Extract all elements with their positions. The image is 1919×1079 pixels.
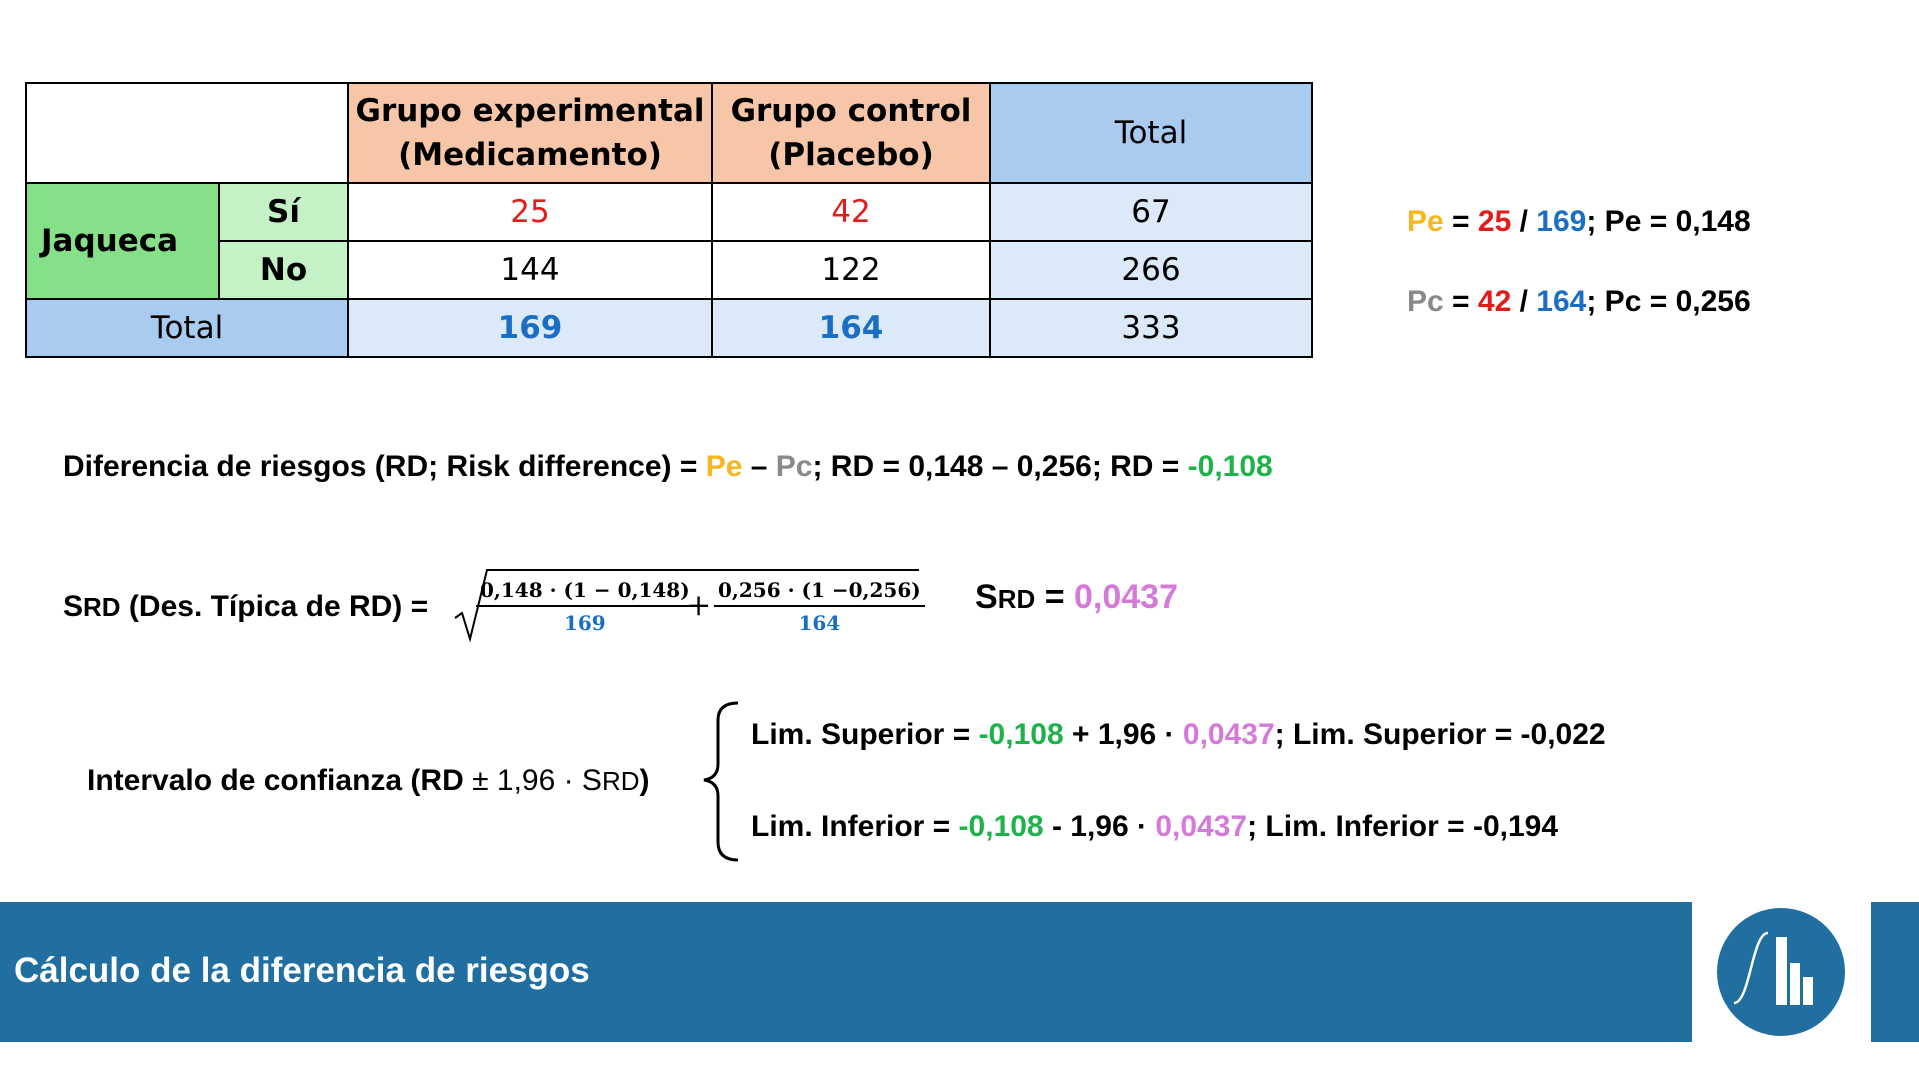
frac2-numerator: 0,256 · (1 −0,256) [718,578,921,602]
footer-bar: Cálculo de la diferencia de riesgos [0,902,1692,1042]
frac1-denominator: 169 [563,611,606,635]
cell-si-control: 42 [711,182,991,242]
header-control: Grupo control (Placebo) [711,82,991,184]
pc-result: ; Pc = 0,256 [1586,285,1751,318]
row-label-total: Total [25,298,349,358]
header-control-line2: (Placebo) [768,137,934,173]
frac1-numerator: 0,148 · (1 − 0,148) [480,578,690,602]
interval-rd: RD [601,766,640,796]
pe-result: ; Pe = 0,148 [1586,205,1751,238]
interval-label: Intervalo de confianza (RD ± 1,96 · SRD) [87,764,650,798]
srd-result: SRD = 0,0437 [975,578,1178,617]
row-label-jaqueca: Jaqueca [25,182,220,300]
contingency-table: Grupo experimental (Medicamento) Grupo c… [25,82,1313,358]
pe-denominator: 169 [1536,205,1587,238]
upper-limit-formula: Lim. Superior = -0,108 + 1,96 · 0,0437; … [751,718,1606,752]
footer-title: Cálculo de la diferencia de riesgos [14,951,590,990]
lower-result: ; Lim. Inferior = -0,194 [1247,810,1559,843]
pe-formula: Pe = 25 / 169; Pe = 0,148 [1407,205,1751,239]
pc-eq: = [1443,285,1478,318]
interval-prefix: Intervalo de confianza (RD [87,764,473,797]
footer-right-bar [1871,902,1919,1042]
empty-corner-cell [25,82,349,184]
srd-result-rd: RD [997,584,1036,614]
rd-value: -0,108 [1187,450,1273,483]
interval-pm: ± 1,96 · S [472,764,602,797]
sqrt-fraction-2: 0,256 · (1 −0,256) 164 [714,578,925,635]
srd-label-text: (Des. Típica de RD) = [120,590,429,623]
upper-s: 0,0437 [1182,718,1275,751]
pc-numerator: 42 [1477,285,1512,318]
srd-result-s: S [975,578,998,616]
row-label-si: Sí [218,182,349,242]
row-label-no: No [218,240,349,300]
pe-eq: = [1443,205,1478,238]
normal-curve-histogram-icon [1717,908,1845,1036]
lower-s: 0,0437 [1155,810,1248,843]
pc-slash: / [1511,285,1537,318]
cell-no-experimental: 144 [347,240,713,300]
pc-symbol: Pc [1407,285,1444,318]
lower-limit-formula: Lim. Inferior = -0,108 - 1,96 · 0,0437; … [751,810,1558,844]
header-experimental: Grupo experimental (Medicamento) [347,82,713,184]
pe-symbol: Pe [1407,205,1444,238]
srd-rd: RD [83,592,121,622]
cell-total-control: 164 [711,298,991,358]
header-experimental-line1: Grupo experimental [355,93,705,129]
upper-rd: -0,108 [978,718,1064,751]
sqrt-fraction-1: 0,148 · (1 − 0,148) 169 [476,578,694,635]
srd-label: SRD (Des. Típica de RD) = [63,590,428,624]
upper-op: + 1,96 · [1063,718,1183,751]
frac1-bar [476,605,694,607]
frac2-denominator: 164 [798,611,841,635]
cell-no-total: 266 [989,240,1313,300]
header-total: Total [989,82,1313,184]
pc-formula: Pc = 42 / 164; Pc = 0,256 [1407,285,1751,319]
pc-denominator: 164 [1536,285,1587,318]
rd-pe: Pe [705,450,743,483]
lower-op: - 1,96 · [1043,810,1156,843]
cell-no-control: 122 [711,240,991,300]
frac2-bar [714,605,925,607]
cell-total-total: 333 [989,298,1313,358]
interval-suffix: ) [639,764,650,797]
sqrt-plus: + [686,588,712,623]
pe-numerator: 25 [1477,205,1512,238]
srd-result-value: 0,0437 [1074,578,1178,616]
rd-middle: ; RD = 0,148 – 0,256; RD = [812,450,1188,483]
risk-difference-formula: Diferencia de riesgos (RD; Risk differen… [63,450,1273,484]
rd-prefix: Diferencia de riesgos (RD; Risk differen… [63,450,706,483]
rd-minus: – [742,450,776,483]
sqrt-symbol [454,569,919,643]
cell-si-experimental: 25 [347,182,713,242]
cell-si-total: 67 [989,182,1313,242]
cell-total-experimental: 169 [347,298,713,358]
lower-prefix: Lim. Inferior = [751,810,959,843]
pe-slash: / [1511,205,1537,238]
srd-s: S [63,590,84,623]
curly-brace [703,701,739,862]
header-experimental-line2: (Medicamento) [398,137,662,173]
upper-result: ; Lim. Superior = -0,022 [1274,718,1606,751]
header-control-line1: Grupo control [730,93,972,129]
lower-rd: -0,108 [958,810,1044,843]
rd-pc: Pc [775,450,813,483]
srd-result-eq: = [1035,578,1074,616]
upper-prefix: Lim. Superior = [751,718,979,751]
